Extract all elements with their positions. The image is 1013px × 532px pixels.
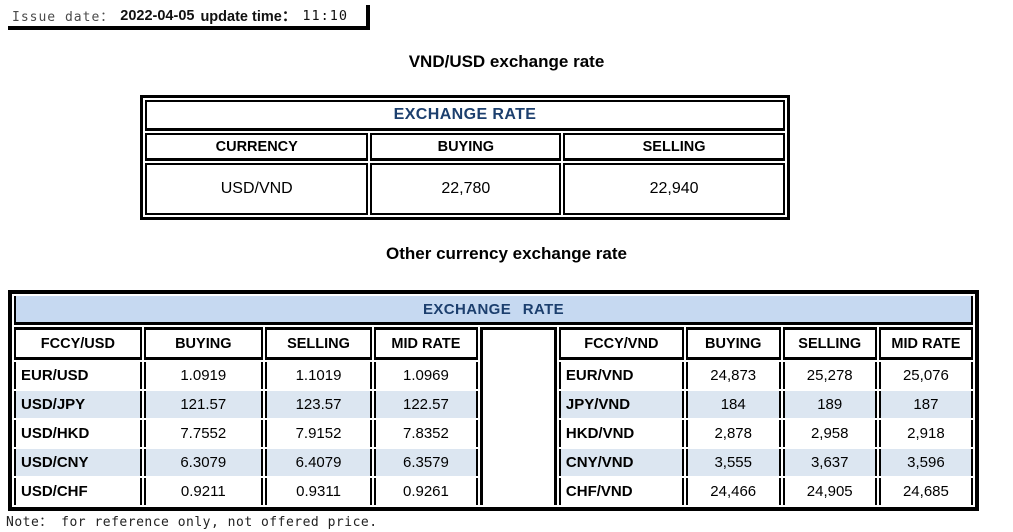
pair-cell: USD/JPY <box>14 391 142 418</box>
update-time-value: 11:10 <box>302 7 348 24</box>
rate-cell: 0.9261 <box>374 478 478 505</box>
vnd-usd-rate-table: EXCHANGE RATE CURRENCY BUYING SELLING US… <box>140 95 790 220</box>
reference-note: Note： for reference only, not offered pr… <box>6 515 378 530</box>
rate-cell: 7.9152 <box>264 420 373 447</box>
pair-cell: EUR/VND <box>558 362 684 389</box>
table1-header-selling: SELLING <box>563 133 785 161</box>
left-header-buying: BUYING <box>143 327 263 360</box>
rate-cell: 184 <box>685 391 781 418</box>
rate-cell: 1.0919 <box>143 362 263 389</box>
rate-cell: 122.57 <box>374 391 478 418</box>
rate-cell: 3,555 <box>685 449 781 476</box>
table1-banner: EXCHANGE RATE <box>145 100 785 131</box>
rate-cell: 25,076 <box>878 362 973 389</box>
rate-cell: 24,873 <box>685 362 781 389</box>
right-header-mid: MID RATE <box>878 327 973 360</box>
rate-cell: 24,685 <box>878 478 973 505</box>
issue-date-label: Issue date： <box>12 10 115 25</box>
buying-rate-cell: 22,780 <box>370 163 562 215</box>
right-header-selling: SELLING <box>782 327 877 360</box>
pair-cell: EUR/USD <box>14 362 142 389</box>
table-divider-gap <box>479 327 557 505</box>
pair-cell: HKD/VND <box>558 420 684 447</box>
rate-row-hkd: USD/HKD 7.7552 7.9152 7.8352 HKD/VND 2,8… <box>14 420 973 447</box>
right-header-pair: FCCY/VND <box>558 327 684 360</box>
rate-row-chf: USD/CHF 0.9211 0.9311 0.9261 CHF/VND 24,… <box>14 478 973 505</box>
rate-cell: 0.9211 <box>143 478 263 505</box>
pair-cell: CHF/VND <box>558 478 684 505</box>
pair-cell: CNY/VND <box>558 449 684 476</box>
rate-row-jpy: USD/JPY 121.57 123.57 122.57 JPY/VND 184… <box>14 391 973 418</box>
rate-cell: 7.8352 <box>374 420 478 447</box>
rate-cell: 2,918 <box>878 420 973 447</box>
table1-header-row: CURRENCY BUYING SELLING <box>145 133 785 161</box>
rate-row-eur: EUR/USD 1.0919 1.1019 1.0969 EUR/VND 24,… <box>14 362 973 389</box>
rate-cell: 6.3579 <box>374 449 478 476</box>
rate-cell: 121.57 <box>143 391 263 418</box>
left-header-pair: FCCY/USD <box>14 327 142 360</box>
pair-cell: USD/HKD <box>14 420 142 447</box>
table2-header-row: FCCY/USD BUYING SELLING MID RATE FCCY/VN… <box>14 327 973 505</box>
rate-cell: 24,466 <box>685 478 781 505</box>
rate-cell: 189 <box>782 391 877 418</box>
rate-cell: 6.4079 <box>264 449 373 476</box>
selling-rate-cell: 22,940 <box>563 163 785 215</box>
other-currency-section-title: Other currency exchange rate <box>386 244 627 263</box>
rate-cell: 123.57 <box>264 391 373 418</box>
rate-cell: 0.9311 <box>264 478 373 505</box>
rate-cell: 6.3079 <box>143 449 263 476</box>
currency-pair-cell: USD/VND <box>145 163 369 215</box>
rate-cell: 2,878 <box>685 420 781 447</box>
table1-banner-row: EXCHANGE RATE <box>145 100 785 131</box>
other-currency-rate-table: EXCHANGE RATE FCCY/USD BUYING SELLING MI… <box>8 290 979 511</box>
table2-banner-row: EXCHANGE RATE <box>14 296 973 325</box>
pair-cell: USD/CNY <box>14 449 142 476</box>
left-header-selling: SELLING <box>264 327 373 360</box>
issue-date-value: 2022-04-05 <box>120 7 195 24</box>
rate-cell: 24,905 <box>782 478 877 505</box>
update-time-label: update time： <box>200 9 297 25</box>
rate-cell: 3,637 <box>782 449 877 476</box>
pair-cell: JPY/VND <box>558 391 684 418</box>
rate-row-cny: USD/CNY 6.3079 6.4079 6.3579 CNY/VND 3,5… <box>14 449 973 476</box>
table2-banner: EXCHANGE RATE <box>14 296 973 325</box>
table1-data-row: USD/VND 22,780 22,940 <box>145 163 785 215</box>
vnd-usd-section-title: VND/USD exchange rate <box>408 52 605 71</box>
left-header-mid: MID RATE <box>374 327 478 360</box>
table1-header-currency: CURRENCY <box>145 133 369 161</box>
right-header-buying: BUYING <box>685 327 781 360</box>
pair-cell: USD/CHF <box>14 478 142 505</box>
rate-cell: 187 <box>878 391 973 418</box>
rate-cell: 1.1019 <box>264 362 373 389</box>
rate-cell: 25,278 <box>782 362 877 389</box>
issue-info-box: Issue date： 2022-04-05 update time： 11:1… <box>8 5 370 30</box>
rate-cell: 1.0969 <box>374 362 478 389</box>
rate-cell: 3,596 <box>878 449 973 476</box>
table1-header-buying: BUYING <box>370 133 562 161</box>
rate-cell: 2,958 <box>782 420 877 447</box>
rate-cell: 7.7552 <box>143 420 263 447</box>
